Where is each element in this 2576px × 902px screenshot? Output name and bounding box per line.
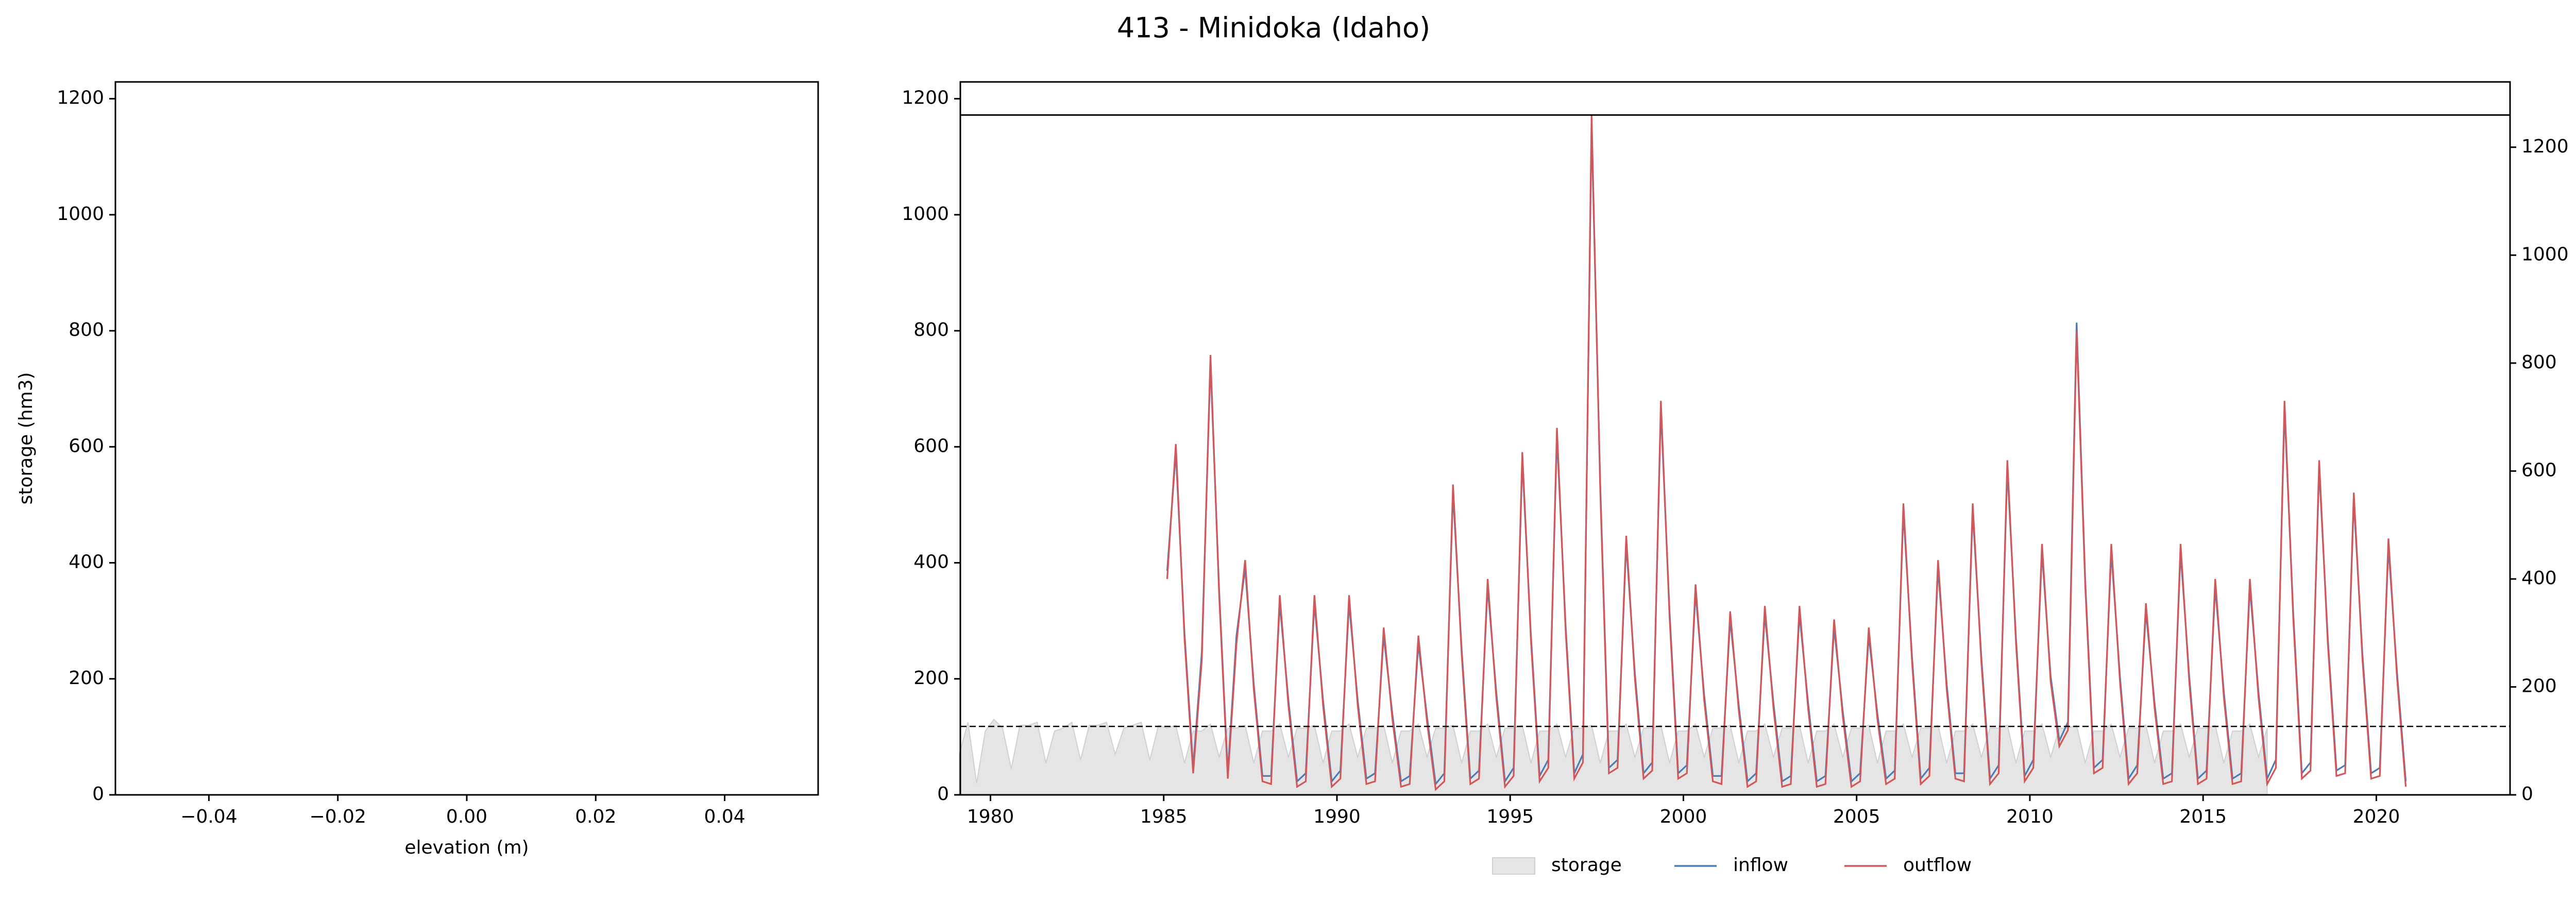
- y-tick-label: 800: [913, 319, 949, 341]
- legend-label: storage: [1551, 855, 1622, 876]
- x-tick-label: 0.02: [575, 806, 616, 827]
- legend-label: outflow: [1903, 855, 1972, 876]
- y-tick-label: 200: [913, 668, 949, 689]
- x-tick-label: 1995: [1486, 806, 1534, 827]
- y-tick-label: 0: [937, 784, 949, 805]
- x-tick-label: −0.04: [180, 806, 237, 827]
- outflow-line: [1166, 114, 2407, 791]
- y-tick-label: 0: [92, 784, 104, 805]
- x-tick-label: 2020: [2353, 806, 2400, 827]
- y-tick-label: 200: [69, 668, 104, 689]
- x-tick-label: 1985: [1140, 806, 1188, 827]
- y-tick-label: 1000: [902, 203, 949, 225]
- y-axis-label: storage (hm3): [15, 372, 37, 504]
- legend-label: inflow: [1733, 855, 1788, 876]
- y-tick-label: 400: [913, 552, 949, 573]
- legend-swatch: [1492, 857, 1535, 875]
- x-tick-label: 2010: [2006, 806, 2054, 827]
- y-tick-label: 400: [69, 552, 104, 573]
- y2-tick-label: 0: [2521, 784, 2533, 805]
- y-tick-label: 1200: [902, 88, 949, 109]
- chart-title: 413 - Minidoka (Idaho): [1117, 12, 1430, 44]
- y-tick-label: 600: [69, 435, 104, 456]
- x-axis-label: elevation (m): [404, 837, 529, 858]
- y-tick-label: 1000: [57, 203, 104, 225]
- y2-tick-label: 1000: [2521, 244, 2569, 265]
- x-tick-label: 2005: [1833, 806, 1880, 827]
- y-tick-label: 1200: [57, 88, 104, 109]
- x-tick-label: 0.04: [704, 806, 745, 827]
- y2-tick-label: 800: [2521, 352, 2557, 373]
- x-tick-label: 2015: [2179, 806, 2227, 827]
- y2-tick-label: 400: [2521, 568, 2557, 589]
- y2-tick-label: 1200: [2521, 136, 2569, 157]
- x-tick-label: 2000: [1660, 806, 1707, 827]
- y-tick-label: 600: [913, 435, 949, 456]
- storage-area: [958, 719, 2268, 795]
- y-tick-label: 800: [69, 319, 104, 341]
- y2-tick-label: 600: [2521, 459, 2557, 481]
- x-tick-label: 1980: [967, 806, 1014, 827]
- y2-tick-label: 200: [2521, 675, 2557, 696]
- x-tick-label: −0.02: [310, 806, 366, 827]
- axes-frame: [959, 81, 2511, 796]
- x-tick-label: 0.00: [446, 806, 487, 827]
- inflow-line: [1166, 125, 2407, 786]
- x-tick-label: 1990: [1313, 806, 1361, 827]
